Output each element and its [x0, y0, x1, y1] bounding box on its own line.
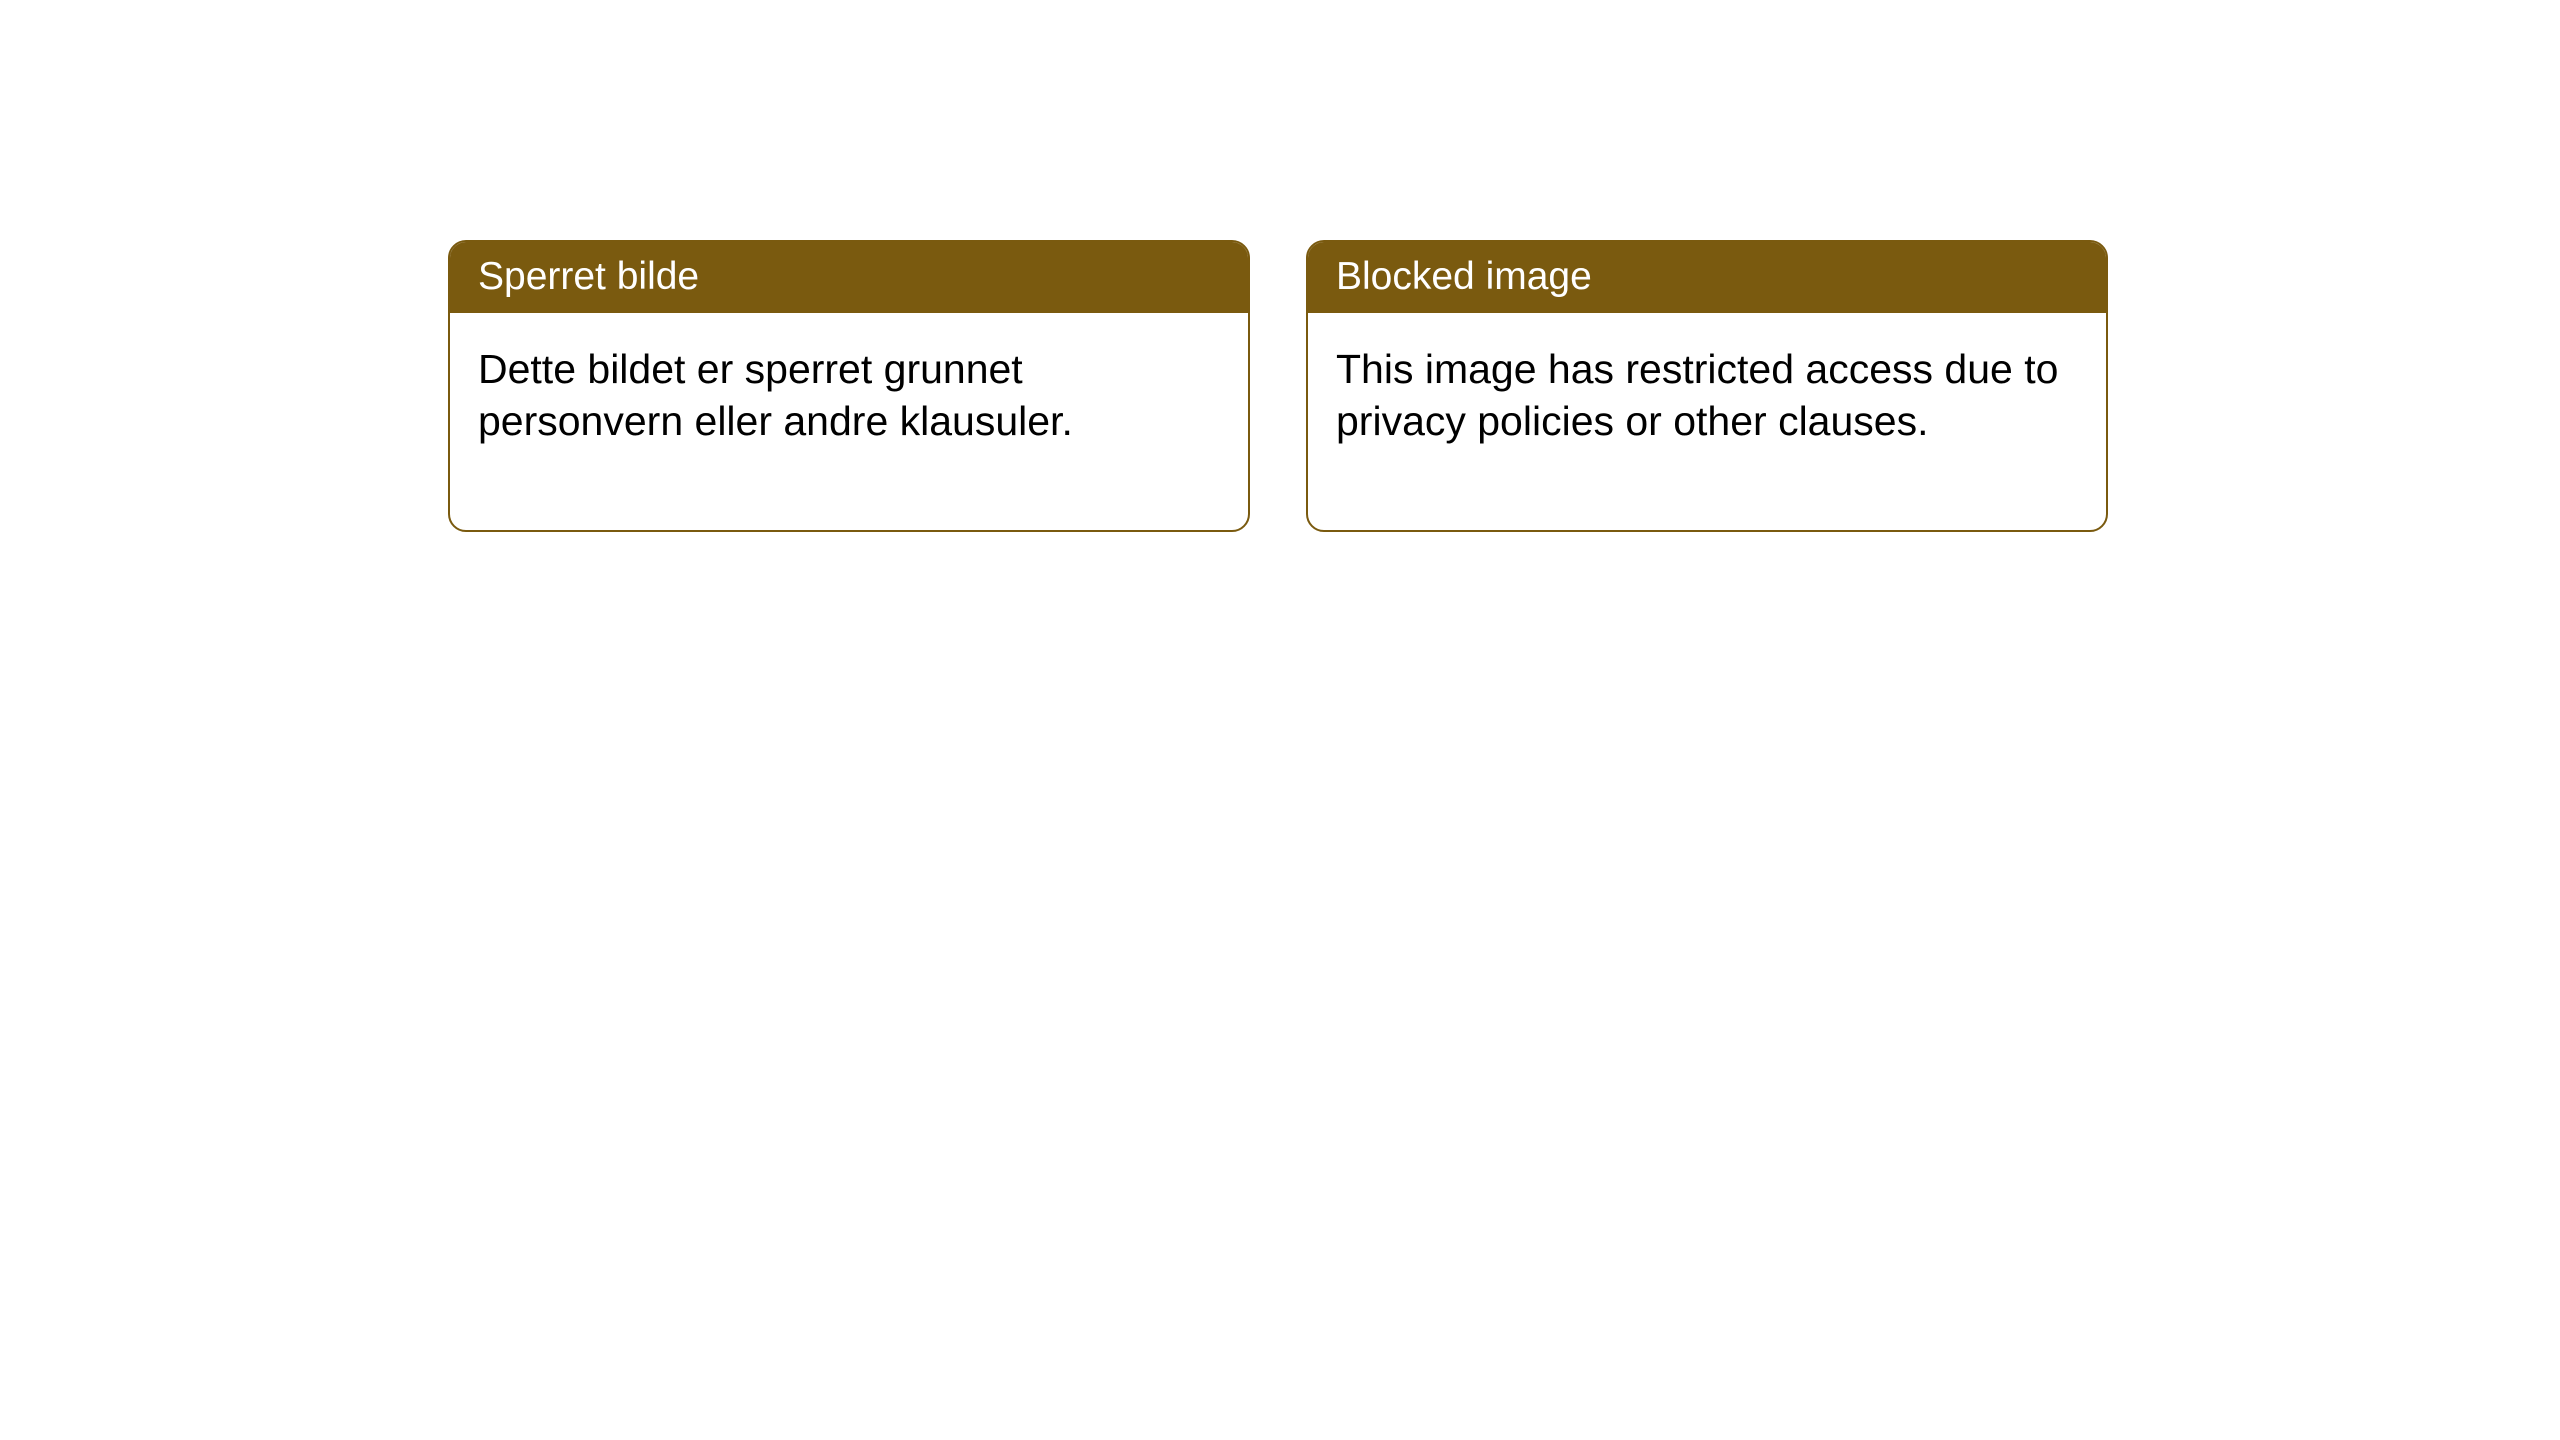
- notice-header: Sperret bilde: [450, 242, 1248, 313]
- notice-container: Sperret bilde Dette bildet er sperret gr…: [448, 240, 2108, 532]
- notice-header: Blocked image: [1308, 242, 2106, 313]
- notice-card-english: Blocked image This image has restricted …: [1306, 240, 2108, 532]
- notice-card-norwegian: Sperret bilde Dette bildet er sperret gr…: [448, 240, 1250, 532]
- notice-body: This image has restricted access due to …: [1308, 313, 2106, 530]
- notice-body: Dette bildet er sperret grunnet personve…: [450, 313, 1248, 530]
